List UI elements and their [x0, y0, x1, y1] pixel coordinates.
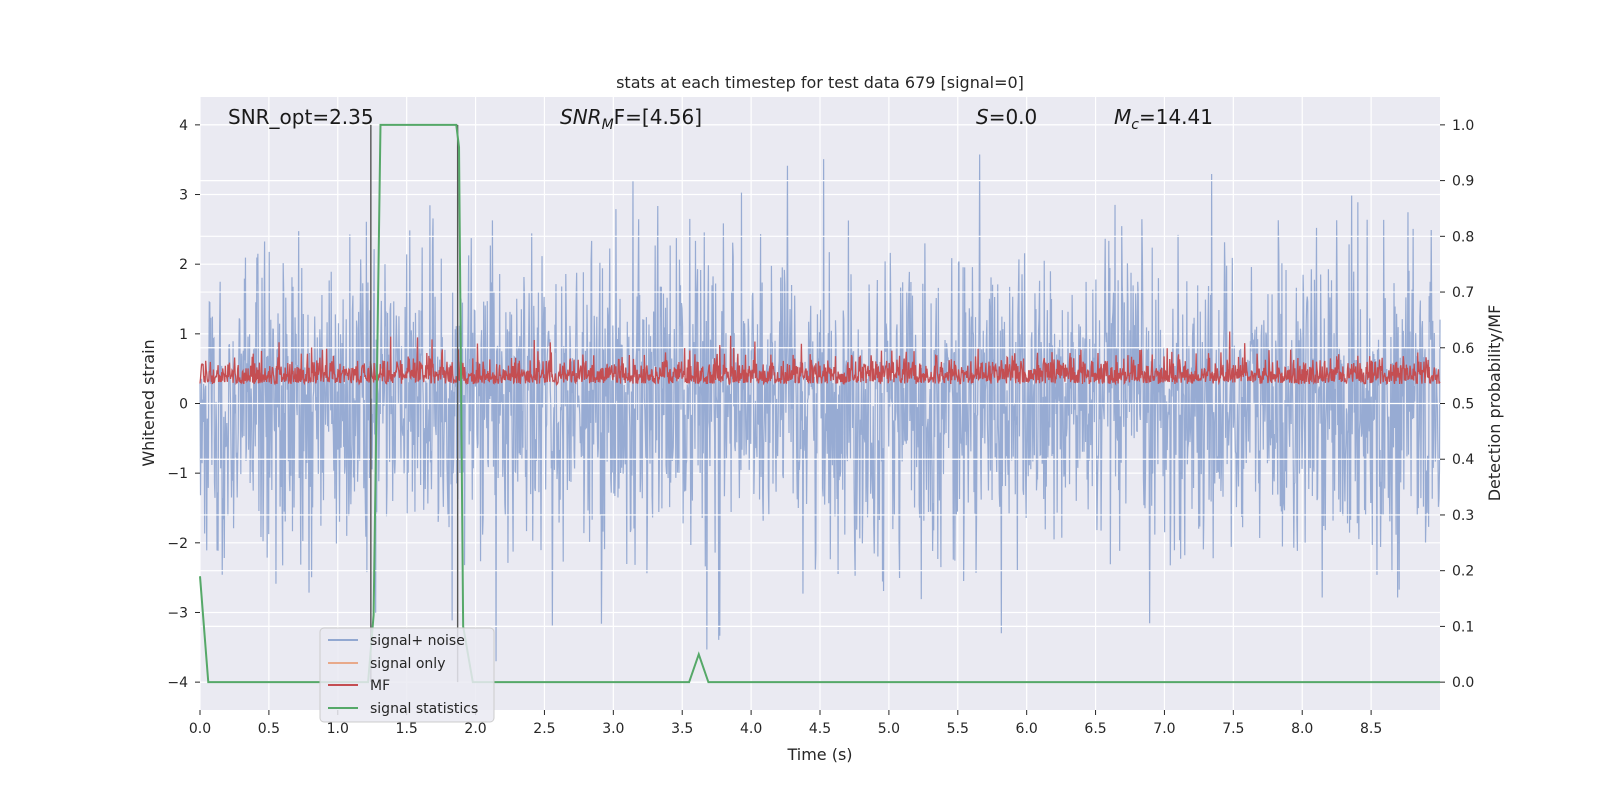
- y-left-tick-label: 1: [179, 327, 188, 343]
- y-right-tick-label: 0.4: [1452, 452, 1474, 468]
- left-axis-label: Whitened strain: [139, 339, 158, 466]
- snr-mf-sub: M: [602, 117, 614, 133]
- x-tick-label: 2.0: [464, 721, 486, 737]
- x-tick-label: 7.0: [1153, 721, 1175, 737]
- y-right-tick-label: 0.5: [1452, 397, 1474, 413]
- y-left-tick-label: −3: [167, 605, 188, 621]
- y-left-tick-label: 4: [179, 118, 188, 134]
- legend-label-signal-only: signal only: [370, 656, 445, 672]
- mc-sub: c: [1131, 117, 1139, 133]
- y-left-tick-label: −2: [167, 536, 188, 552]
- x-tick-label: 1.5: [396, 721, 418, 737]
- x-tick-label: 8.5: [1360, 721, 1382, 737]
- legend-label-statistics: signal statistics: [370, 701, 478, 717]
- y-left-tick-label: 3: [179, 188, 188, 204]
- y-right-tick-label: 0.3: [1452, 508, 1474, 524]
- legend: signal+ noise signal only MF signal stat…: [319, 627, 495, 723]
- annotation-s: S=0.0: [976, 105, 1037, 129]
- x-tick-label: 7.5: [1222, 721, 1244, 737]
- x-tick-label: 0.0: [189, 721, 211, 737]
- x-tick-label: 4.5: [809, 721, 831, 737]
- mf-series: [199, 331, 1441, 387]
- x-tick-label: 3.0: [602, 721, 624, 737]
- legend-box: [319, 627, 495, 723]
- y-left-tick-label: 0: [179, 397, 188, 413]
- x-tick-label: 0.5: [258, 721, 280, 737]
- legend-label-noise: signal+ noise: [370, 633, 465, 649]
- chart-title: stats at each timestep for test data 679…: [616, 73, 1024, 92]
- snr-mf-base: SNR: [560, 105, 602, 129]
- y-right-tick-label: 0.6: [1452, 341, 1474, 357]
- y-right-tick-label: 0.9: [1452, 174, 1474, 190]
- vertical-markers: [370, 124, 459, 683]
- x-tick-label: 6.5: [1084, 721, 1106, 737]
- annotation-snr-opt: SNR_opt=2.35: [228, 105, 374, 129]
- x-tick-label: 3.5: [671, 721, 693, 737]
- y-right-tick-label: 0.8: [1452, 229, 1474, 245]
- annotation-mc: Mc=14.41: [1114, 105, 1213, 133]
- mc-rest: =14.41: [1139, 105, 1213, 129]
- x-tick-label: 2.5: [533, 721, 555, 737]
- right-axis-label: Detection probability/MF: [1485, 305, 1504, 502]
- snr-mf-rest: F=[4.56]: [614, 105, 702, 129]
- x-axis-label: Time (s): [786, 745, 852, 764]
- right-axis-ticks: 1.0 0.9 0.8 0.7 0.6 0.5 0.4 0.3 0.2 0.1 0.0: [1440, 118, 1474, 691]
- s-rest: =0.0: [989, 105, 1038, 129]
- x-axis-ticks: 0.0 0.5 1.0 1.5 2.0 2.5 3.0 3.5 4.0 4.5 5.0 5.5 6.0 6…: [189, 710, 1382, 737]
- y-right-tick-label: 0.0: [1452, 675, 1474, 691]
- statistics-line: [199, 123, 1440, 684]
- left-axis-ticks: 4 3 2 1 0 −1 −2 −3 −4: [167, 118, 200, 691]
- s-var: S: [976, 105, 989, 129]
- y-right-tick-label: 0.2: [1452, 564, 1474, 580]
- y-right-tick-label: 0.7: [1452, 285, 1474, 301]
- x-tick-label: 1.0: [327, 721, 349, 737]
- mf-line: [199, 331, 1441, 387]
- x-tick-label: 6.0: [1016, 721, 1038, 737]
- signal-statistics-series: [199, 123, 1440, 684]
- y-right-tick-label: 0.1: [1452, 619, 1474, 635]
- mc-var: M: [1114, 105, 1131, 129]
- x-tick-label: 5.0: [878, 721, 900, 737]
- legend-label-mf: MF: [370, 678, 390, 694]
- x-tick-label: 5.5: [947, 721, 969, 737]
- y-left-tick-label: −4: [167, 675, 188, 691]
- x-tick-label: 4.0: [740, 721, 762, 737]
- x-tick-label: 8.0: [1291, 721, 1313, 737]
- annotation-snr-mf: SNRMF=[4.56]: [560, 105, 702, 133]
- y-right-tick-label: 1.0: [1452, 118, 1474, 134]
- y-left-tick-label: 2: [179, 257, 188, 273]
- y-left-tick-label: −1: [167, 466, 188, 482]
